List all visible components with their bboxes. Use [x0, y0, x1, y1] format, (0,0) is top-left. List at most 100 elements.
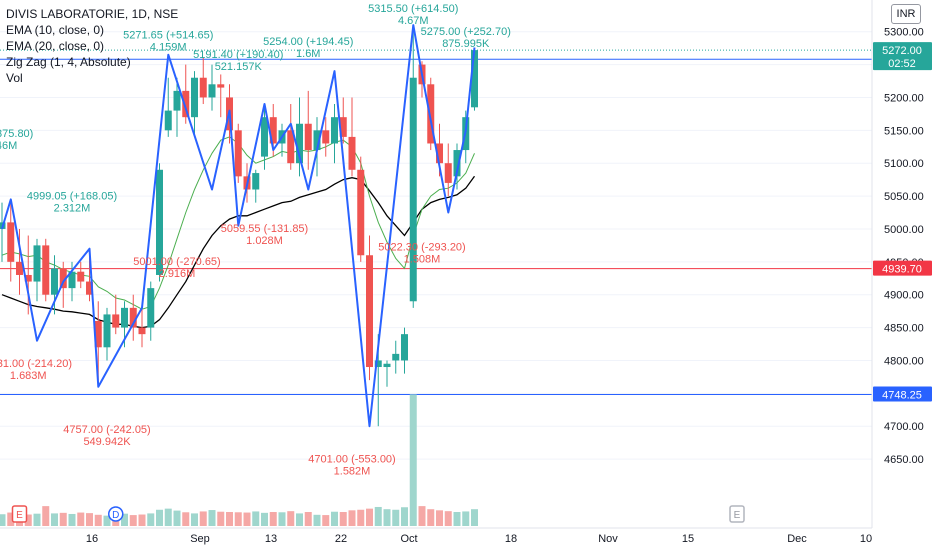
legend-vol[interactable]: Vol — [6, 71, 23, 85]
horizontal-lines — [0, 49, 872, 395]
currency-button[interactable]: INR — [891, 4, 921, 24]
candle-body — [7, 222, 15, 262]
volume-bar — [77, 512, 85, 526]
time-tick-label: 10 — [860, 533, 872, 545]
candle-body — [121, 307, 128, 328]
volume-bar — [418, 506, 426, 526]
price-tick-label: 5150.00 — [884, 125, 924, 137]
volume-bar — [226, 512, 233, 526]
candle-body — [94, 321, 102, 348]
candle-body — [199, 77, 207, 98]
candle-body — [453, 150, 461, 177]
volume-bar — [33, 513, 41, 526]
candle-body — [112, 314, 120, 328]
candle-body — [322, 130, 330, 144]
candle-body — [164, 110, 172, 131]
price-tick-label: 5050.00 — [884, 191, 924, 203]
volume-bar — [138, 514, 146, 526]
time-tick-label: Nov — [598, 533, 618, 545]
candle-body — [339, 117, 347, 137]
volume-bar — [436, 510, 443, 526]
volume-bar — [392, 509, 400, 526]
price-tick-label: 4650.00 — [884, 454, 924, 466]
zigzag-label-value: 20 (+375.80) — [0, 128, 33, 140]
price-badge — [873, 260, 932, 276]
candle-body — [427, 84, 435, 144]
time-tick-label: 18 — [505, 533, 517, 545]
zigzag-label-value: 5022.30 (-293.20) — [378, 242, 465, 254]
volume-bar — [296, 513, 303, 526]
event-label: E — [16, 510, 23, 521]
time-axis-bg — [0, 528, 932, 550]
zigzag-label-volume: 875.995K — [442, 38, 490, 50]
zigzag-label-value: 5001.00 (-270.65) — [133, 256, 220, 268]
grid — [0, 31, 872, 460]
candle-body — [409, 77, 417, 302]
countdown-label: 02:52 — [888, 58, 916, 70]
time-tick-label: Oct — [400, 533, 417, 545]
candle-body — [269, 117, 277, 144]
volume-bar — [313, 514, 321, 526]
legend-ema10[interactable]: EMA (10, close, 0) — [6, 23, 105, 37]
zigzag-label-volume: 1.028M — [246, 235, 283, 247]
legend-zigzag[interactable]: Zig Zag (1, 4, Absolute) — [6, 55, 131, 69]
candle-body — [103, 314, 111, 348]
legend-ema20[interactable]: EMA (20, close, 0) — [6, 39, 105, 53]
time-tick-label: 16 — [86, 533, 98, 545]
event-label: D — [112, 510, 119, 521]
volume-bars — [0, 394, 478, 526]
zigzag-labels: 20 (+375.80).546M 4999.05 (+168.05)2.312M… — [0, 3, 511, 477]
volume-bar — [199, 511, 207, 526]
price-badge-label: 4939.70 — [882, 264, 922, 276]
candle-body — [296, 123, 303, 164]
candle-body — [392, 353, 400, 361]
volume-bar — [103, 515, 111, 526]
legend-title[interactable]: DIVIS LABORATORIE, 1D, NSE — [6, 7, 179, 21]
candle-body — [208, 84, 216, 98]
candle-body — [366, 255, 373, 368]
event-dividend-marker — [108, 506, 124, 522]
candle-body — [147, 288, 155, 328]
candle-body — [436, 143, 443, 164]
candle-body — [217, 84, 225, 88]
candle-body — [68, 271, 76, 289]
candle-body — [42, 245, 50, 295]
zigzag-label-volume: .546M — [0, 140, 17, 152]
time-tick-label: Dec — [787, 533, 807, 545]
event-label: E — [734, 510, 741, 521]
time-tick-label: Sep — [190, 533, 210, 545]
price-tick-label: 5200.00 — [884, 92, 924, 104]
volume-bar — [121, 513, 128, 526]
price-badge-label: 5272.00 — [882, 45, 922, 57]
volume-bar — [191, 513, 198, 526]
zigzag-label-volume: 1.582M — [334, 465, 371, 477]
candle-body — [51, 268, 58, 295]
volume-bar — [173, 510, 181, 526]
volume-bar — [269, 512, 277, 526]
price-badge — [873, 386, 932, 402]
volume-bar — [427, 509, 435, 526]
candle-body — [383, 363, 391, 368]
volume-bar — [164, 508, 172, 526]
volume-bar — [409, 394, 417, 526]
volume-bar — [252, 511, 260, 526]
candle-body — [234, 130, 242, 177]
price-tick-label: 5100.00 — [884, 158, 924, 170]
candle-body — [331, 117, 338, 144]
volume-bar — [304, 512, 312, 526]
volume-bar — [261, 512, 268, 526]
candle-body — [374, 360, 382, 368]
candle-body — [129, 307, 137, 328]
volume-bar — [234, 512, 242, 526]
zigzag-label-volume: 1.508M — [404, 254, 441, 266]
price-tick-label: 4850.00 — [884, 323, 924, 335]
chart-legend: DIVIS LABORATORIE, 1D, NSE EMA (10, clos… — [6, 6, 178, 86]
volume-bar — [68, 513, 76, 526]
zigzag-label-value: 5191.40 (+190.40) — [193, 49, 283, 61]
price-badge — [873, 42, 932, 71]
volume-bar — [86, 513, 93, 526]
volume-bar — [287, 511, 295, 526]
